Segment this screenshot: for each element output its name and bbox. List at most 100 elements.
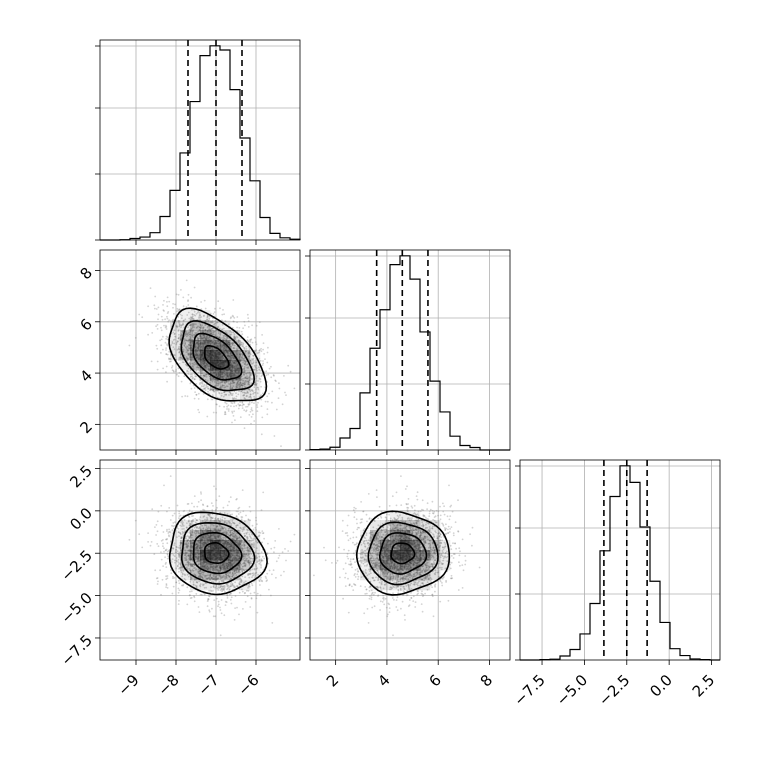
- scatter-point: [199, 569, 201, 571]
- scatter-point: [248, 585, 251, 588]
- scatter-point: [222, 579, 225, 582]
- scatter-point: [200, 539, 203, 541]
- scatter-point: [188, 338, 191, 340]
- scatter-point: [243, 550, 245, 553]
- scatter-point: [203, 364, 206, 367]
- scatter-point: [201, 324, 204, 327]
- scatter-point: [208, 340, 211, 343]
- scatter-point: [218, 374, 221, 376]
- scatter-point: [243, 383, 246, 385]
- scatter-point: [249, 359, 252, 362]
- scatter-point: [213, 372, 216, 375]
- scatter-point: [213, 381, 216, 383]
- scatter-point: [188, 553, 191, 556]
- scatter-point: [221, 587, 223, 590]
- scatter-point: [216, 321, 218, 324]
- scatter-point: [162, 565, 165, 567]
- scatter-point: [179, 356, 181, 359]
- scatter-point: [246, 339, 249, 341]
- scatter-point: [221, 355, 224, 357]
- scatter-point: [216, 525, 218, 528]
- scatter-point: [217, 371, 220, 374]
- scatter-point: [244, 376, 247, 379]
- scatter-point: [262, 392, 264, 395]
- scatter-point: [165, 371, 167, 374]
- scatter-point: [166, 380, 169, 383]
- scatter-point: [230, 345, 232, 348]
- scatter-point: [255, 368, 257, 371]
- scatter-point: [226, 375, 229, 378]
- scatter-point: [194, 332, 197, 334]
- scatter-point: [245, 380, 248, 383]
- scatter-point: [259, 584, 261, 586]
- scatter-point: [181, 572, 184, 575]
- density-cell: [210, 380, 221, 391]
- scatter-point: [214, 342, 217, 344]
- scatter-point: [236, 567, 238, 570]
- scatter-point: [208, 341, 211, 343]
- scatter-point: [232, 568, 235, 570]
- scatter-point: [281, 403, 284, 406]
- scatter-point: [220, 537, 222, 540]
- density-cell: [200, 320, 211, 331]
- scatter-point: [212, 371, 215, 374]
- scatter-point: [228, 575, 231, 578]
- scatter-point: [200, 346, 203, 348]
- scatter-point: [189, 331, 192, 334]
- scatter-point: [189, 382, 192, 385]
- scatter-point: [208, 370, 211, 373]
- scatter-point: [197, 358, 200, 361]
- scatter-point: [268, 569, 271, 572]
- density-cell: [190, 370, 201, 381]
- scatter-point: [165, 324, 167, 327]
- scatter-point: [198, 328, 201, 331]
- scatter-point: [223, 561, 226, 564]
- scatter-point: [268, 367, 271, 370]
- scatter-point: [205, 561, 207, 564]
- scatter-point: [184, 552, 187, 555]
- scatter-point: [254, 574, 257, 577]
- scatter-point: [220, 588, 223, 591]
- scatter-point: [274, 379, 277, 382]
- scatter-point: [187, 352, 190, 355]
- scatter-point: [204, 324, 207, 326]
- scatter-point: [203, 583, 205, 586]
- scatter-point: [237, 372, 240, 375]
- scatter-point: [214, 615, 217, 618]
- scatter-point: [202, 543, 204, 546]
- scatter-point: [226, 337, 229, 340]
- scatter-point: [245, 409, 248, 412]
- scatter-point: [225, 381, 228, 383]
- scatter-point: [211, 533, 214, 536]
- scatter-point: [172, 369, 175, 372]
- scatter-point: [227, 408, 230, 410]
- scatter-point: [199, 324, 202, 327]
- scatter-point: [237, 403, 240, 406]
- scatter-point: [218, 587, 220, 589]
- scatter-point: [188, 347, 191, 349]
- scatter-point: [242, 403, 245, 406]
- scatter-point: [188, 343, 190, 346]
- scatter-point: [191, 528, 194, 531]
- scatter-point: [245, 410, 247, 413]
- scatter-point: [227, 574, 230, 577]
- scatter-point: [182, 361, 185, 364]
- scatter-point: [189, 318, 192, 320]
- scatter-point: [263, 537, 265, 540]
- scatter-point: [243, 371, 246, 374]
- scatter-point: [220, 528, 223, 531]
- scatter-point: [165, 549, 167, 552]
- scatter-point: [180, 542, 183, 544]
- scatter-point: [170, 540, 172, 543]
- scatter-point: [221, 354, 223, 357]
- scatter-point: [238, 557, 241, 560]
- scatter-point: [278, 387, 281, 390]
- scatter-point: [221, 385, 224, 388]
- scatter-point: [222, 336, 225, 339]
- scatter-point: [224, 576, 226, 578]
- scatter-point: [209, 388, 212, 391]
- scatter-point: [235, 560, 237, 562]
- scatter-point: [249, 359, 252, 362]
- scatter-point: [255, 567, 258, 570]
- scatter-point: [231, 563, 234, 566]
